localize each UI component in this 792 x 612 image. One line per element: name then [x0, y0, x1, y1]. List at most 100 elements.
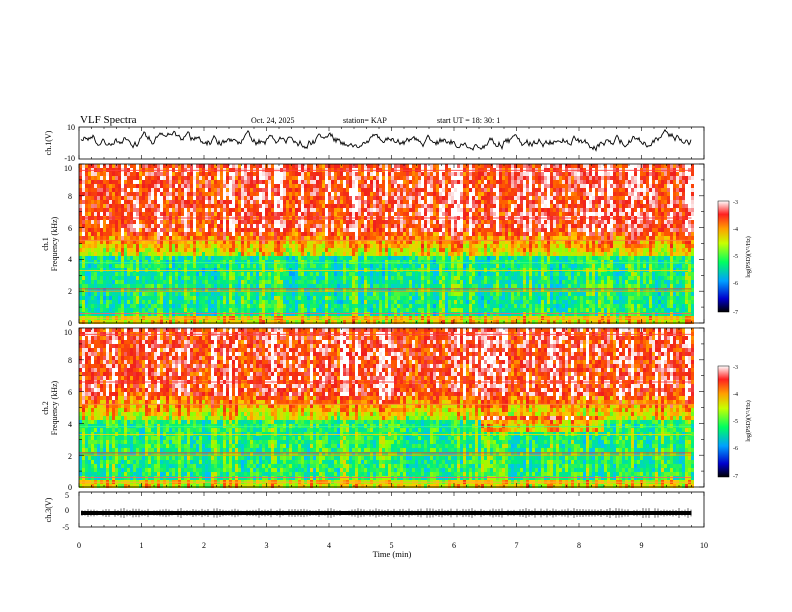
spectrogram-cell [250, 236, 253, 240]
spectrogram-cell [217, 272, 220, 276]
spectrogram-cell [193, 260, 196, 264]
spectrogram-cell [151, 204, 154, 208]
spectrogram-cell [418, 248, 421, 252]
spectrogram-cell [118, 196, 121, 200]
spectrogram-cell [271, 192, 274, 196]
spectrogram-cell [355, 300, 358, 304]
spectrogram-cell [142, 288, 145, 292]
spectrogram-cell [412, 236, 415, 240]
spectrogram-cell [292, 256, 295, 260]
spectrogram-cell [439, 292, 442, 296]
spectrogram-cell [160, 292, 163, 296]
spectrogram-cell [415, 188, 418, 192]
spectrogram-cell [166, 196, 169, 200]
spectrogram-cell [433, 232, 436, 236]
spectrogram-cell [298, 260, 301, 264]
spectrogram-cell [103, 280, 106, 284]
spectrogram-cell [160, 260, 163, 264]
spectrogram-cell [301, 176, 304, 180]
spectrogram-cell [151, 252, 154, 256]
spectrogram-cell [157, 188, 160, 192]
spectrogram-cell [142, 244, 145, 248]
spectrogram-cell [325, 284, 328, 288]
spectrogram-cell [430, 240, 433, 244]
spectrogram-cell [274, 260, 277, 264]
spectrogram-cell [403, 260, 406, 264]
spectrogram-cell [169, 320, 172, 324]
spectrogram-cell [151, 312, 154, 316]
spectrogram-cell [421, 280, 424, 284]
spectrogram-cell [346, 292, 349, 296]
spectrogram-cell [391, 272, 394, 276]
spectrogram-cell [142, 296, 145, 300]
spectrogram-cell [382, 196, 385, 200]
spectrogram-cell [259, 232, 262, 236]
spectrogram-cell [130, 224, 133, 228]
spectrogram-cell [178, 308, 181, 312]
spectrogram-cell [337, 192, 340, 196]
spectrogram-cell [193, 304, 196, 308]
spectrogram-cell [148, 320, 151, 324]
spectrogram-cell [250, 188, 253, 192]
spectrogram-cell [79, 236, 82, 240]
spectrogram-cell [166, 184, 169, 188]
spectrogram-cell [127, 164, 130, 168]
spectrogram-cell [160, 272, 163, 276]
spectrogram-cell [109, 244, 112, 248]
spectrogram-cell [409, 184, 412, 188]
spectrogram-cell [400, 204, 403, 208]
spectrogram-cell [196, 224, 199, 228]
spectrogram-cell [280, 224, 283, 228]
spectrogram-cell [307, 176, 310, 180]
spectrogram-cell [106, 304, 109, 308]
spectrogram-cell [334, 312, 337, 316]
spectrogram-cell [376, 228, 379, 232]
spectrogram-cell [295, 268, 298, 272]
spectrogram-cell [283, 188, 286, 192]
spectrogram-cell [241, 268, 244, 272]
spectrogram-cell [127, 280, 130, 284]
spectrogram-cell [205, 220, 208, 224]
spectrogram-cell [145, 304, 148, 308]
spectrogram-cell [313, 244, 316, 248]
spectrogram-cell [328, 260, 331, 264]
spectrogram-cell [409, 180, 412, 184]
spectrogram-cell [424, 244, 427, 248]
spectrogram-cell [391, 244, 394, 248]
spectrogram-cell [418, 224, 421, 228]
spectrogram-cell [121, 260, 124, 264]
spectrogram-cell [109, 172, 112, 176]
spectrogram-cell [385, 252, 388, 256]
spectrogram-cell [175, 280, 178, 284]
spectrogram-cell [172, 312, 175, 316]
spectrogram-cell [118, 236, 121, 240]
spectrogram-cell [310, 268, 313, 272]
spectrogram-cell [394, 240, 397, 244]
spectrogram-cell [100, 244, 103, 248]
spectrogram-cell [100, 276, 103, 280]
spectrogram-cell [181, 300, 184, 304]
spectrogram-cell [286, 240, 289, 244]
spectrogram-cell [178, 264, 181, 268]
spectrogram-cell [121, 280, 124, 284]
spectrogram-cell [433, 272, 436, 276]
spectrogram-cell [160, 228, 163, 232]
spectrogram-cell [409, 300, 412, 304]
spectrogram-cell [85, 288, 88, 292]
spectrogram-cell [403, 280, 406, 284]
spectrogram-cell [394, 236, 397, 240]
spectrogram-cell [163, 248, 166, 252]
spectrogram-cell [109, 304, 112, 308]
spectrogram-cell [391, 252, 394, 256]
spectrogram-cell [118, 200, 121, 204]
spectrogram-cell [322, 240, 325, 244]
spectrogram-cell [199, 252, 202, 256]
spectrogram-cell [418, 204, 421, 208]
spectrogram-cell [283, 220, 286, 224]
spectrogram-cell [304, 172, 307, 176]
spectrogram-cell [157, 208, 160, 212]
spectrogram-cell [88, 308, 91, 312]
spectrogram-cell [259, 212, 262, 216]
spectrogram-cell [184, 232, 187, 236]
spectrogram-cell [424, 320, 427, 324]
